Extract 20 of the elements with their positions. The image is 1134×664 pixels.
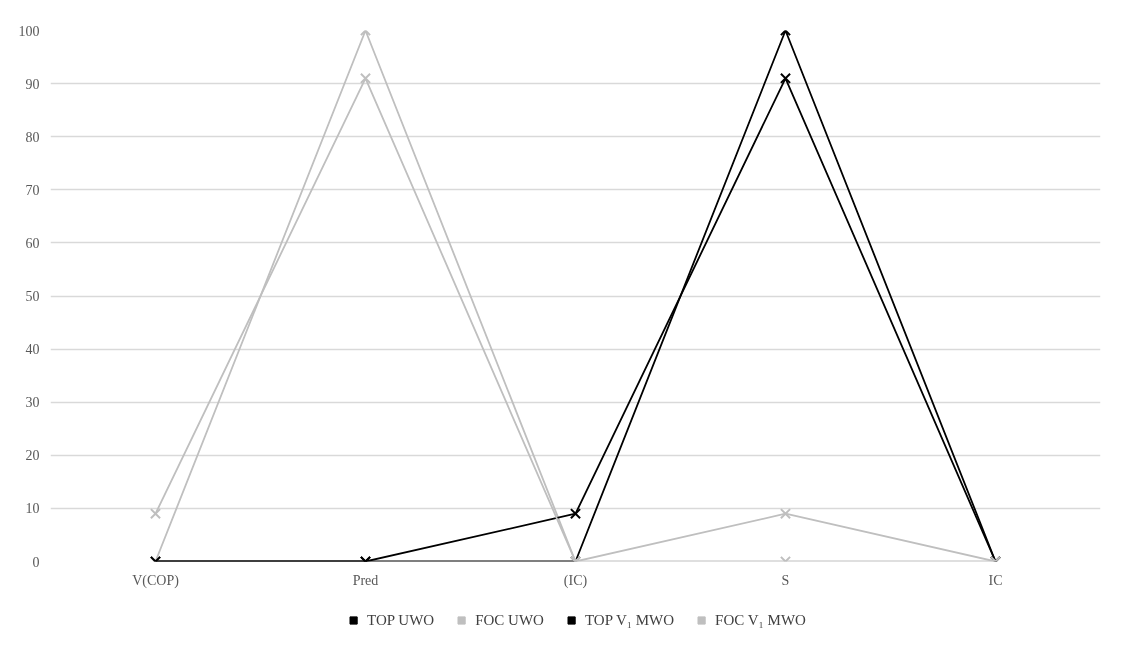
x-tick-label: (IC) <box>563 572 588 589</box>
y-tick-label: 30 <box>25 395 40 411</box>
legend-label: TOP V₁ MWO <box>584 611 675 629</box>
legend-label: FOC UWO <box>475 611 544 629</box>
y-tick-label: 80 <box>25 129 40 145</box>
y-tick-label: 20 <box>25 448 40 464</box>
y-tick-label: 40 <box>25 342 40 358</box>
y-tick-label: 70 <box>25 182 40 198</box>
x-tick-label: V(COP) <box>132 572 180 589</box>
x-tick-label: IC <box>988 572 1003 588</box>
y-tick-label: 100 <box>18 23 40 39</box>
y-tick-label: 10 <box>25 501 40 517</box>
y-tick-label: 50 <box>25 289 40 304</box>
y-tick-label: 0 <box>32 554 40 570</box>
y-tick-label: 60 <box>25 235 40 251</box>
legend-label: FOC V₁ MWO <box>715 611 806 629</box>
x-tick-label: S <box>781 572 790 588</box>
x-tick-label: Pred <box>352 572 379 588</box>
y-tick-label: 90 <box>25 76 40 92</box>
legend-label: TOP UWO <box>367 611 435 629</box>
